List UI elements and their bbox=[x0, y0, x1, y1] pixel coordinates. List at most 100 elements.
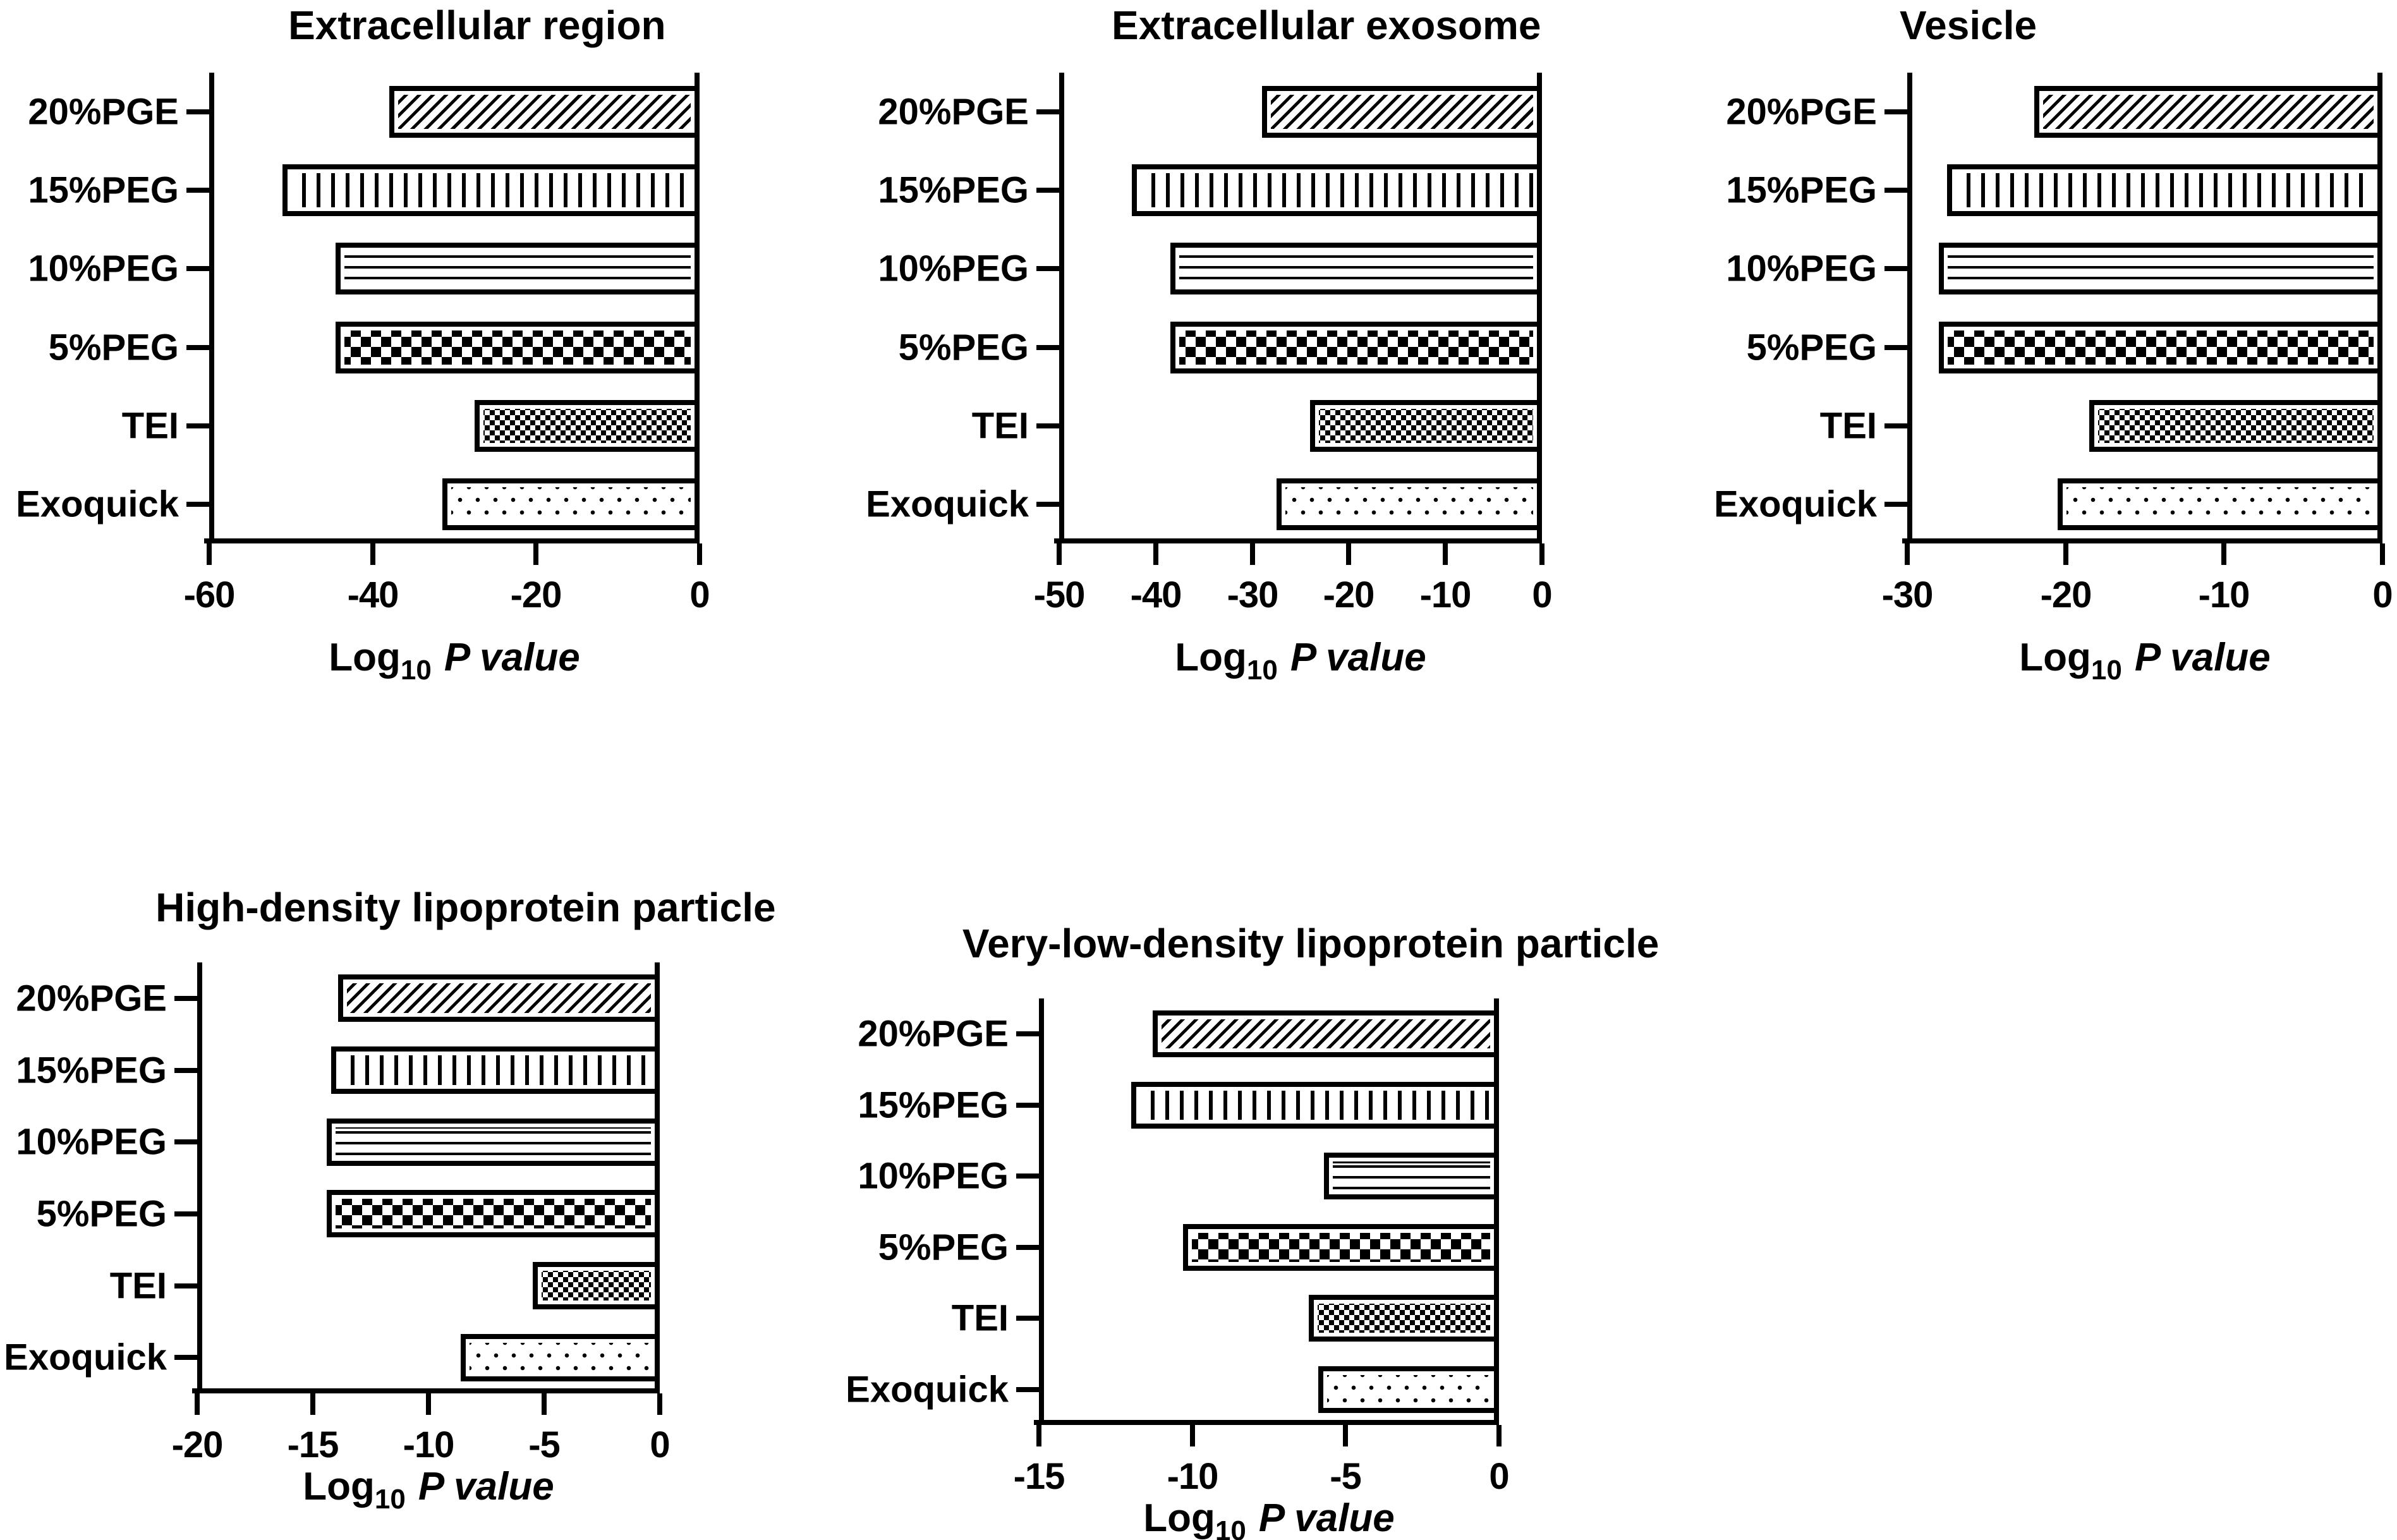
bar-tei bbox=[2089, 400, 2382, 452]
category-label: Exoquick bbox=[1714, 483, 1877, 525]
category-label: 15%PEG bbox=[28, 169, 179, 211]
x-tick bbox=[1496, 1425, 1502, 1446]
category-label: Exoquick bbox=[846, 1369, 1009, 1410]
bar-tei bbox=[1309, 1295, 1499, 1342]
x-axis-line bbox=[192, 1388, 660, 1393]
category-label: TEI bbox=[109, 1265, 167, 1307]
chart-title: Vesicle bbox=[1900, 2, 2037, 48]
x-axis-label: Log10 P value bbox=[2019, 635, 2270, 686]
x-axis-label-pvalue: P value bbox=[1290, 636, 1426, 679]
x-tick-label: -40 bbox=[347, 574, 399, 615]
x-axis-label: Log10 P value bbox=[329, 635, 580, 686]
bar-exoquick bbox=[442, 478, 700, 530]
category-tick bbox=[1036, 502, 1059, 507]
x-axis-line bbox=[1054, 538, 1542, 543]
category-tick bbox=[1884, 266, 1907, 271]
x-tick-label: -10 bbox=[403, 1424, 455, 1465]
category-label: 5%PEG bbox=[898, 327, 1029, 368]
x-tick bbox=[542, 1393, 547, 1415]
category-label: 20%PGE bbox=[858, 1013, 1009, 1055]
category-tick bbox=[1884, 502, 1907, 507]
category-label: 20%PGE bbox=[16, 978, 167, 1019]
x-tick-label: -50 bbox=[1033, 574, 1086, 615]
x-axis-line bbox=[1902, 538, 2382, 543]
bar-15pct-peg bbox=[331, 1046, 660, 1094]
x-axis-label-log: Log bbox=[303, 1465, 375, 1508]
bar-20pct-pge bbox=[2034, 86, 2382, 138]
chart-vesicle: Vesicle Log10 P value 20%PGE 15%PEG 10%PEG 5… bbox=[1714, 3, 2393, 686]
bar-exoquick bbox=[1318, 1366, 1499, 1413]
x-tick-label: 0 bbox=[1532, 574, 1552, 615]
bar-5pct-peg bbox=[327, 1190, 660, 1237]
y-axis-line bbox=[1059, 73, 1064, 543]
category-tick bbox=[1884, 423, 1907, 428]
category-label: 5%PEG bbox=[36, 1193, 167, 1235]
x-tick-label: -10 bbox=[1419, 574, 1472, 615]
category-label: TEI bbox=[971, 405, 1029, 447]
category-tick bbox=[186, 502, 209, 507]
x-axis-label-log: Log bbox=[1175, 636, 1247, 679]
x-axis-label-subscript: 10 bbox=[1215, 1515, 1246, 1540]
x-axis-label: Log10 P value bbox=[1175, 635, 1426, 686]
x-axis-label-pvalue: P value bbox=[444, 636, 580, 679]
x-axis-label-subscript: 10 bbox=[1246, 655, 1278, 686]
x-tick bbox=[1153, 543, 1158, 565]
bar-tei bbox=[533, 1262, 660, 1309]
x-axis-label: Log10 P value bbox=[303, 1464, 554, 1515]
x-tick bbox=[195, 1393, 200, 1415]
category-label: 15%PEG bbox=[1726, 169, 1877, 211]
bar-20pct-pge bbox=[338, 974, 660, 1022]
x-tick bbox=[2221, 543, 2226, 565]
x-tick-label: -60 bbox=[183, 574, 236, 615]
x-tick-label: -10 bbox=[2198, 574, 2250, 615]
chart-title: High-density lipoprotein particle bbox=[155, 884, 776, 930]
category-tick bbox=[1884, 345, 1907, 350]
bar-tei bbox=[475, 400, 700, 452]
x-tick-label: -20 bbox=[510, 574, 562, 615]
x-tick bbox=[310, 1393, 315, 1415]
x-tick-label: -30 bbox=[1881, 574, 1934, 615]
y-axis-line bbox=[209, 73, 214, 543]
chart-high-density-lipoprotein-particle: High-density lipoprotein particle Log10 P… bbox=[4, 885, 775, 1515]
category-label: 20%PGE bbox=[878, 91, 1029, 133]
x-tick-label: -20 bbox=[2040, 574, 2092, 615]
x-axis-label-subscript: 10 bbox=[374, 1484, 406, 1515]
bar-10pct-peg bbox=[1170, 243, 1542, 294]
chart-extracellular-region: Extracellular region Log10 P value 20%PGE… bbox=[16, 3, 710, 686]
x-tick-label: -20 bbox=[171, 1424, 224, 1465]
x-tick bbox=[1343, 1425, 1348, 1446]
x-tick-label: 0 bbox=[689, 574, 710, 615]
bar-exoquick bbox=[1277, 478, 1542, 530]
x-tick bbox=[1905, 543, 1910, 565]
bar-10pct-peg bbox=[336, 243, 700, 294]
x-tick bbox=[2380, 543, 2385, 565]
x-axis-line bbox=[1034, 1420, 1499, 1425]
bar-15pct-peg bbox=[282, 164, 700, 216]
category-tick bbox=[1016, 1316, 1039, 1321]
category-tick bbox=[186, 345, 209, 350]
bar-20pct-pge bbox=[1153, 1010, 1499, 1057]
bar-15pct-peg bbox=[1947, 164, 2382, 216]
category-label: 15%PEG bbox=[16, 1050, 167, 1091]
category-tick bbox=[1036, 423, 1059, 428]
category-tick bbox=[186, 266, 209, 271]
x-tick-label: 0 bbox=[1489, 1456, 1509, 1497]
y-axis-line bbox=[1039, 998, 1044, 1425]
chart-title: Extracellular exosome bbox=[1112, 2, 1541, 48]
x-tick-label: -30 bbox=[1227, 574, 1279, 615]
x-tick bbox=[1443, 543, 1448, 565]
x-tick bbox=[1539, 543, 1544, 565]
category-label: 20%PGE bbox=[1726, 91, 1877, 133]
x-tick-label: 0 bbox=[2372, 574, 2393, 615]
bar-5pct-peg bbox=[336, 322, 700, 373]
category-tick bbox=[1016, 1387, 1039, 1392]
category-tick bbox=[1884, 188, 1907, 193]
x-axis-label-log: Log bbox=[1143, 1496, 1215, 1540]
x-tick bbox=[370, 543, 375, 565]
category-tick bbox=[1884, 109, 1907, 114]
category-label: 15%PEG bbox=[878, 169, 1029, 211]
category-label: 10%PEG bbox=[1726, 248, 1877, 289]
x-axis-line bbox=[204, 538, 700, 543]
x-axis-label: Log10 P value bbox=[1143, 1496, 1394, 1540]
category-tick bbox=[186, 109, 209, 114]
